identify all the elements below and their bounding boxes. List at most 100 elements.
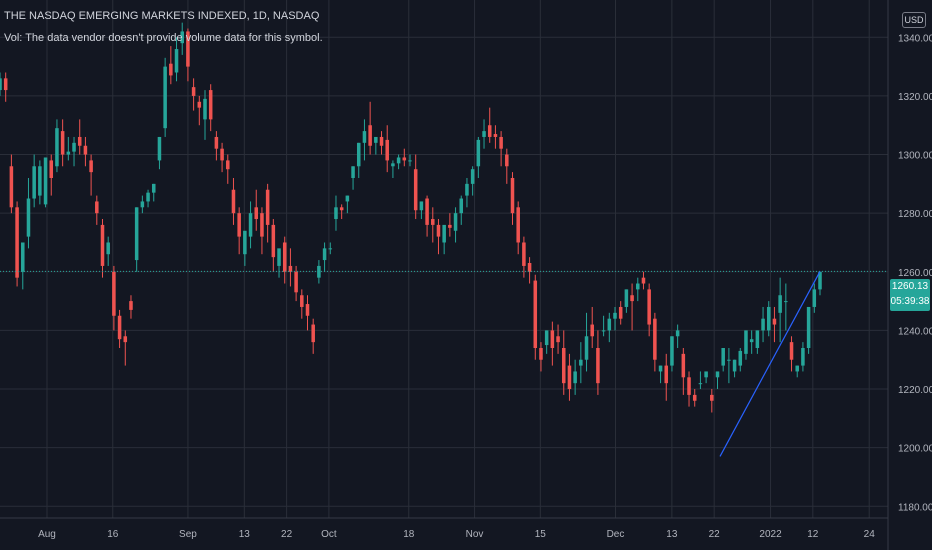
x-tick-label: 2022 (759, 529, 782, 540)
candle-body (732, 359, 737, 372)
candle-body (9, 166, 14, 208)
candle (493, 125, 498, 149)
candle (334, 195, 338, 231)
candle-body (596, 348, 600, 384)
candle-body (197, 101, 202, 108)
candle (658, 365, 663, 384)
candle-body (453, 213, 458, 231)
candle (436, 219, 441, 255)
y-tick-label: 1340.00 (898, 33, 932, 44)
candle (812, 283, 817, 313)
candle (322, 242, 327, 272)
candle (226, 154, 230, 184)
candle (738, 348, 743, 372)
x-tick-label: Nov (466, 529, 484, 540)
candle-body (579, 359, 583, 366)
candle-body (345, 195, 350, 202)
candle-body (584, 336, 589, 360)
candle (761, 306, 765, 343)
x-tick-label: Dec (607, 529, 625, 540)
candle-body (191, 87, 196, 96)
candle (89, 154, 93, 196)
candle-body (294, 271, 298, 293)
candle-body (818, 271, 822, 290)
candle-body (186, 31, 190, 67)
candle-body (806, 306, 811, 348)
candle (197, 95, 202, 126)
price-axis[interactable]: 1180.00 1200.00 1220.00 1240.00 1260.00 1280.… (898, 33, 932, 513)
candle (573, 359, 577, 395)
candle (431, 207, 435, 243)
candle (630, 283, 634, 331)
candle-body (692, 394, 697, 401)
candle-body (607, 318, 612, 331)
candle (95, 195, 99, 225)
candle-body (613, 312, 617, 319)
candle (379, 131, 384, 155)
symbol-title[interactable]: THE NASDAQ EMERGING MARKETS INDEXED, 1D,… (4, 10, 320, 22)
time-axis[interactable]: Aug 16 Sep 13 22 Oct 18 Nov 15 Dec 13 22 2022 12 24 (38, 529, 875, 540)
candle (704, 371, 708, 384)
candle (590, 306, 594, 348)
candle (636, 277, 640, 302)
candle (806, 306, 811, 354)
candle (151, 183, 156, 202)
candle (134, 207, 139, 272)
candle (214, 131, 219, 161)
candle (72, 136, 76, 167)
candle (169, 46, 173, 85)
candle-body (379, 136, 384, 146)
candle (328, 242, 333, 255)
candle (123, 330, 128, 366)
candle-body (812, 289, 817, 307)
candle (681, 348, 686, 395)
candle (129, 295, 133, 319)
candle-body (339, 207, 344, 211)
y-tick-label: 1200.00 (898, 444, 932, 455)
candle (772, 306, 777, 343)
candle (339, 204, 344, 220)
overlay (0, 270, 888, 457)
candle-body (391, 163, 395, 167)
candle-body (744, 330, 748, 354)
candle-body (550, 330, 555, 348)
candle (26, 178, 31, 249)
candle (624, 289, 629, 313)
x-tick-label: 12 (807, 529, 819, 540)
candle-body (493, 134, 498, 137)
candle-body (539, 348, 543, 360)
candle (106, 236, 110, 266)
bar-countdown: 05:39:38 (890, 296, 930, 307)
candle (112, 265, 116, 331)
candle (282, 236, 287, 284)
candle (146, 189, 150, 208)
candle-body (801, 348, 805, 366)
candle (453, 207, 458, 243)
candle-body (203, 98, 207, 120)
currency-button[interactable]: USD (902, 12, 926, 28)
candle (237, 207, 241, 255)
candle (618, 301, 623, 325)
candle (21, 242, 25, 290)
x-tick-label: 24 (864, 529, 876, 540)
candle (163, 57, 167, 137)
candle (670, 336, 674, 372)
candle-body (174, 49, 179, 73)
last-price-value: 1260.13 (891, 281, 929, 292)
x-tick-label: 22 (281, 529, 293, 540)
candle-body (282, 242, 287, 272)
candle-body (727, 359, 731, 361)
candle-body (385, 139, 389, 161)
candle (732, 359, 737, 378)
candle (647, 283, 651, 337)
candle (470, 166, 475, 196)
candle (191, 78, 196, 111)
candle-body (527, 263, 532, 272)
candle-body (419, 201, 424, 211)
candle-body (425, 198, 429, 225)
candle-body (3, 78, 8, 91)
y-tick-label: 1180.00 (898, 502, 932, 513)
